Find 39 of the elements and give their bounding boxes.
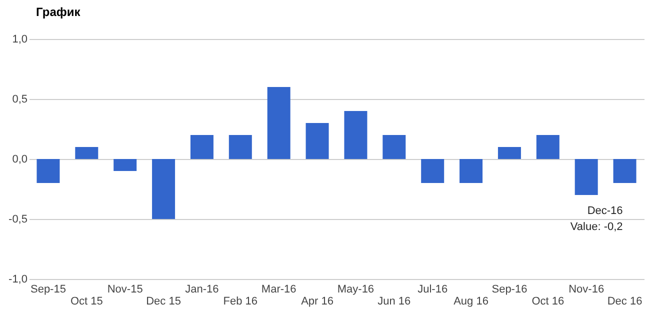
bar — [574, 159, 598, 195]
annotation: Dec-16 Value: -0,2 — [570, 205, 623, 233]
bar — [460, 159, 483, 183]
x-tick-label: Aug 16 — [454, 296, 488, 308]
bar — [498, 147, 521, 159]
y-tick-label: 1,0 — [12, 34, 28, 46]
x-tick-label: Oct 16 — [532, 296, 564, 308]
bar — [382, 135, 406, 159]
y-tick-label: 0,0 — [12, 154, 28, 166]
bar — [228, 135, 252, 159]
bar — [114, 159, 137, 171]
bar — [267, 87, 290, 159]
bar — [536, 135, 560, 159]
x-tick-label: Jan-16 — [185, 284, 219, 296]
x-tick-label: Apr 16 — [301, 296, 334, 308]
bar — [152, 159, 176, 219]
y-tick-label: 0,5 — [12, 94, 28, 106]
bar — [613, 159, 636, 183]
bar — [344, 111, 368, 159]
x-tick-label: Nov-16 — [568, 284, 604, 296]
x-tick-label: May-16 — [337, 284, 374, 296]
x-tick-label: Sep-16 — [492, 284, 528, 296]
bar — [306, 123, 329, 159]
x-tick-label: Dec 15 — [146, 296, 181, 308]
x-tick-label: Mar-16 — [261, 284, 296, 296]
chart-title: График — [36, 5, 82, 19]
x-tick-label: Sep-15 — [30, 284, 66, 296]
x-tick-label: Oct 15 — [70, 296, 103, 308]
bar — [36, 159, 60, 183]
bar — [421, 159, 444, 183]
bar — [75, 147, 98, 159]
x-tick-label: Jul-16 — [418, 284, 448, 296]
x-tick-label: Dec 16 — [607, 296, 642, 308]
x-tick-label: Nov-15 — [107, 284, 143, 296]
y-tick-label: -1,0 — [8, 274, 28, 286]
bar — [190, 135, 214, 159]
x-tick-label: Jun 16 — [378, 296, 411, 308]
x-tick-label: Feb 16 — [223, 296, 258, 308]
y-tick-label: -0,5 — [8, 214, 28, 226]
